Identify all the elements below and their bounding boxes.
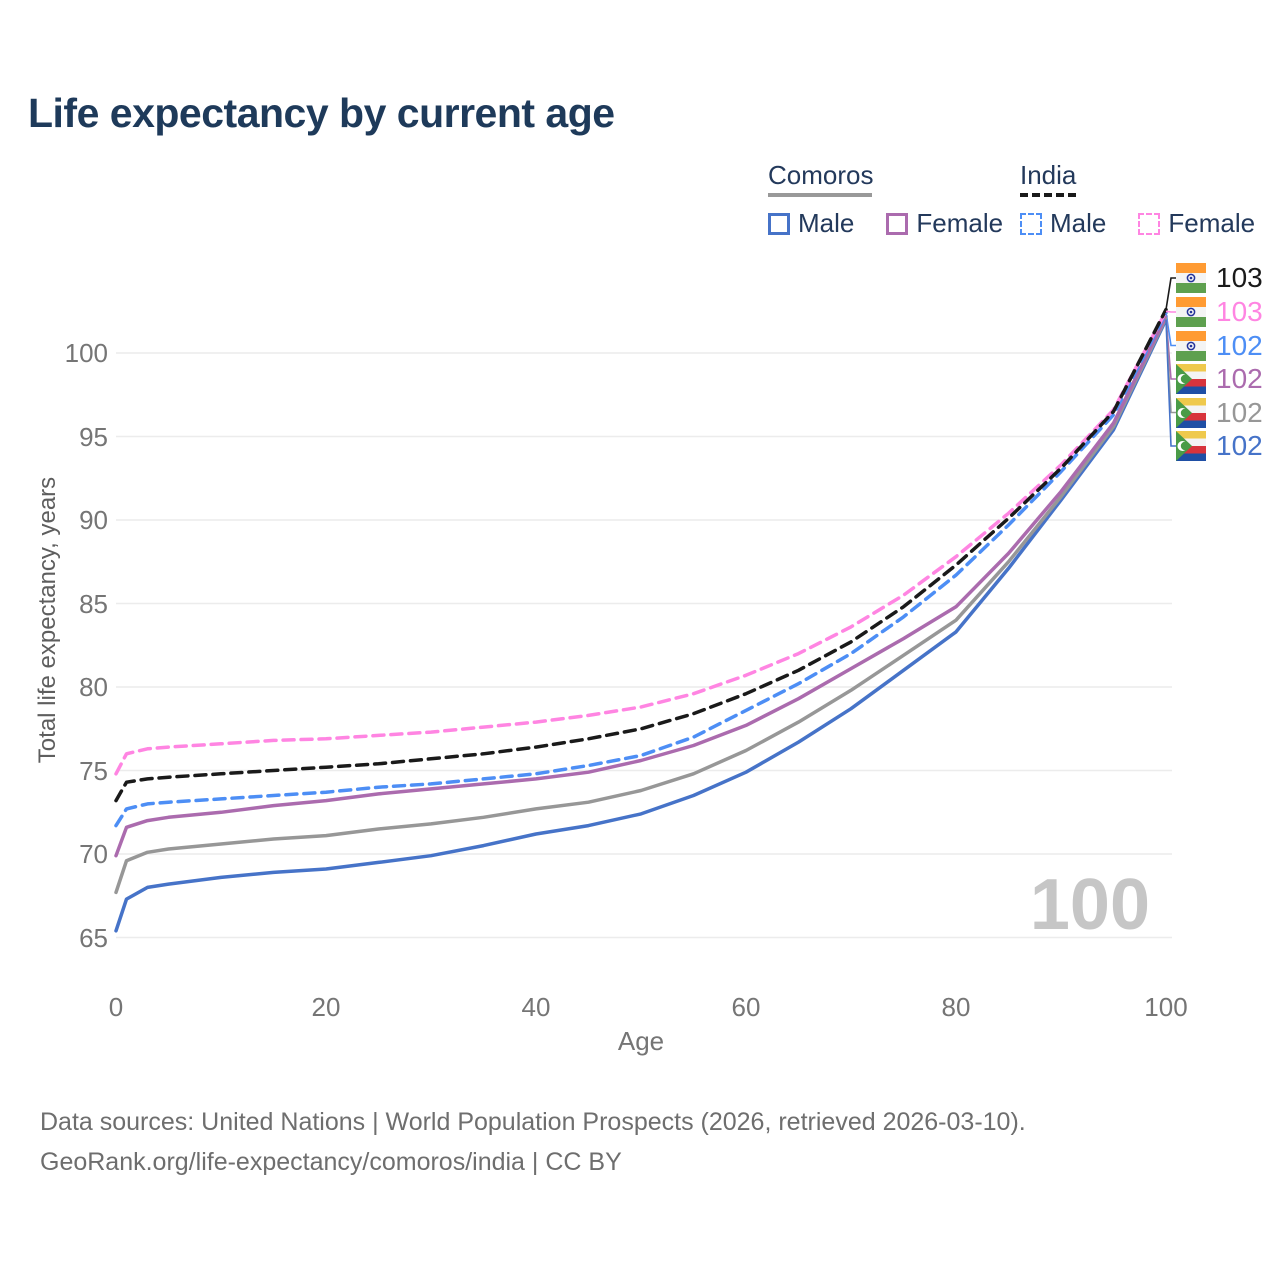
legend-swatch-india-male[interactable] [1020, 212, 1042, 235]
line-india-male[interactable] [114, 311, 1168, 828]
x-tick-label: 100 [1144, 992, 1188, 1022]
leader-line [1165, 319, 1176, 447]
page-title: Life expectancy by current age [28, 90, 615, 136]
line-comoros-both[interactable] [114, 316, 1168, 895]
y-tick-label: 75 [79, 755, 108, 786]
legend-swatch-india-female[interactable] [1138, 212, 1161, 235]
india-flag-icon [1176, 263, 1206, 293]
end-value-label: 103 [1216, 296, 1263, 327]
leader-line [1165, 312, 1176, 347]
end-label-row-india-male: 102 [1176, 330, 1263, 362]
legend-group-comoros: Comoros Male Female [768, 160, 1003, 239]
comoros-flag-icon [1176, 431, 1206, 461]
line-india-female[interactable] [114, 309, 1168, 776]
footer-data-sources: Data sources: United Nations | World Pop… [40, 1108, 1026, 1136]
legend-label-comoros-female[interactable]: Female [916, 208, 1004, 238]
end-label-row-india-female: 103 [1176, 296, 1263, 328]
end-value-label: 102 [1216, 363, 1263, 394]
legend-label-india-female[interactable]: Female [1168, 208, 1256, 238]
legend-group-title-india: India [1020, 160, 1077, 190]
india-flag-icon [1176, 297, 1206, 327]
line-comoros-female[interactable] [114, 314, 1168, 858]
y-tick-label: 85 [79, 588, 108, 619]
y-tick-label: 70 [79, 839, 108, 869]
end-label-row-comoros-male: 102 [1176, 430, 1263, 462]
legend-swatch-comoros-female[interactable] [886, 212, 909, 235]
leader-line [1165, 310, 1176, 313]
x-axis-title: Age [617, 1026, 665, 1056]
end-value-label: 102 [1216, 430, 1263, 461]
x-tick-label: 60 [731, 992, 761, 1022]
end-value-label: 103 [1216, 262, 1263, 293]
legend-underline-india [1020, 193, 1076, 197]
end-value-label: 102 [1216, 396, 1263, 428]
y-tick-label: 90 [79, 505, 108, 535]
x-tick-label: 80 [941, 992, 971, 1022]
age-watermark: 100 [1029, 865, 1150, 945]
end-label-row-india-both: 103 [1176, 262, 1263, 294]
y-tick-label: 65 [79, 922, 108, 953]
x-tick-label: 20 [311, 992, 341, 1022]
leader-line [1165, 277, 1176, 310]
y-tick-label: 95 [79, 421, 108, 452]
x-tick-label: 40 [521, 992, 551, 1022]
end-label-row-comoros-female: 102 [1176, 363, 1263, 395]
legend-label-comoros-male[interactable]: Male [798, 208, 855, 238]
x-tick-label: 0 [108, 992, 124, 1022]
legend-group-title-comoros: Comoros [768, 160, 874, 190]
end-label-row-comoros-both: 102 [1176, 397, 1263, 429]
footer-attribution: GeoRank.org/life-expectancy/comoros/indi… [40, 1148, 622, 1176]
legend-swatch-comoros-male[interactable] [768, 212, 790, 235]
comoros-flag-icon [1176, 364, 1206, 394]
legend-group-india: India Male Female [1020, 160, 1255, 239]
legend-label-india-male[interactable]: Male [1050, 208, 1107, 238]
end-value-label: 102 [1216, 329, 1263, 361]
comoros-flag-icon [1176, 397, 1206, 428]
india-flag-icon [1176, 330, 1206, 361]
legend-underline-comoros [768, 193, 872, 197]
line-comoros-male[interactable] [114, 317, 1168, 933]
y-tick-label: 100 [64, 338, 108, 368]
y-tick-label: 80 [79, 672, 108, 702]
line-india-both[interactable] [114, 307, 1168, 803]
